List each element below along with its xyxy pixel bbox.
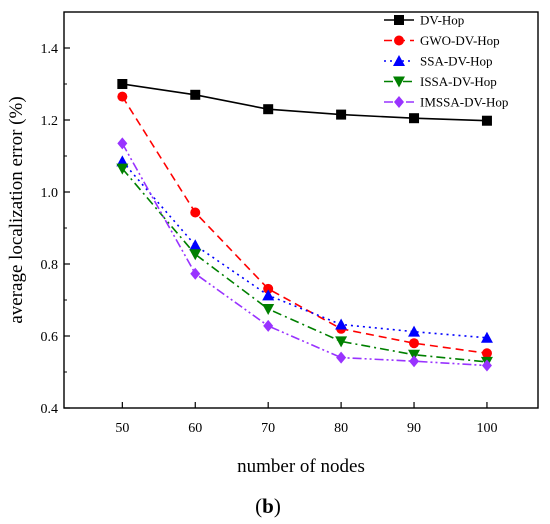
series-1-point-5 <box>481 348 492 359</box>
legend-marker-1 <box>394 35 404 46</box>
legend-marker-3 <box>393 76 405 88</box>
series-1-point-1 <box>190 207 201 218</box>
axis-layer: 50 60 70 80 90 100 0.4 0.6 0.8 1.0 1.2 1.4 <box>41 11 539 436</box>
plot-frame <box>63 11 539 409</box>
legend-label-3: ISSA-DV-Hop <box>420 74 497 89</box>
series-3-point-0 <box>116 163 129 175</box>
series-4-point-4 <box>409 355 420 368</box>
x-tick-label-3: 80 <box>334 421 348 436</box>
legend-item-4: IMSSA-DV-Hop <box>384 95 508 110</box>
series-4-point-3 <box>336 351 347 364</box>
legend-item-0: DV-Hop <box>384 13 464 28</box>
y-tick-label-0: 0.4 <box>41 402 59 417</box>
x-tick-label-0: 50 <box>115 421 129 436</box>
legend-label-0: DV-Hop <box>420 13 464 28</box>
series-1 <box>117 91 492 359</box>
x-tick-label-4: 90 <box>407 421 421 436</box>
series-line-2 <box>121 160 488 339</box>
series-1-point-2 <box>263 283 274 294</box>
series-2-point-5 <box>480 331 493 343</box>
series-2-point-4 <box>408 325 421 337</box>
series-3-point-3 <box>335 336 348 348</box>
y-tick-label-3: 1.0 <box>41 186 59 201</box>
series-0 <box>117 79 492 126</box>
legend-label-4: IMSSA-DV-Hop <box>420 95 508 110</box>
legend-marker-4 <box>394 96 404 108</box>
panel-label-close: ) <box>274 494 281 518</box>
series-3 <box>116 163 493 368</box>
series-1-point-0 <box>117 91 128 102</box>
series-4-point-2 <box>263 319 274 332</box>
series-0-point-2 <box>263 104 274 115</box>
legend-marker-2 <box>393 55 405 66</box>
series-0-point-5 <box>481 115 492 126</box>
y-axis-title: average localization error (%) <box>6 96 27 323</box>
legend-marker-0 <box>394 15 404 25</box>
series-3-point-2 <box>262 304 275 315</box>
series-4-point-0 <box>117 137 128 150</box>
series-4 <box>117 137 492 372</box>
x-tick-label-5: 100 <box>476 421 497 436</box>
series-line-3 <box>121 168 488 363</box>
legend-label-1: GWO-DV-Hop <box>420 33 500 48</box>
series-0-point-0 <box>117 79 128 89</box>
series-2-point-2 <box>262 289 275 301</box>
series-2-point-1 <box>189 239 202 251</box>
series-1-point-4 <box>409 338 420 349</box>
series-layer <box>116 79 493 372</box>
panel-label: (b) <box>255 494 281 518</box>
series-4-point-1 <box>190 267 201 280</box>
panel-label-open: ( <box>255 494 262 518</box>
series-2-point-3 <box>335 318 348 330</box>
series-line-0 <box>122 83 487 122</box>
series-4-point-5 <box>481 359 492 372</box>
x-tick-label-1: 60 <box>188 421 202 436</box>
series-line-4 <box>121 143 488 367</box>
y-tick-label-2: 0.8 <box>41 258 59 273</box>
series-0-point-4 <box>409 113 420 124</box>
series-2 <box>116 155 493 343</box>
x-tick-label-2: 70 <box>261 421 275 436</box>
legend-item-1: GWO-DV-Hop <box>384 33 500 48</box>
y-tick-label-4: 1.2 <box>41 114 59 129</box>
y-tick-label-1: 0.6 <box>41 330 59 345</box>
legend: DV-Hop GWO-DV-Hop SSA-DV-Hop ISSA-DV-Hop IMS… <box>384 13 508 110</box>
x-axis-title: number of nodes <box>237 456 365 477</box>
series-0-point-3 <box>336 109 347 120</box>
series-line-1 <box>121 96 488 355</box>
series-0-point-1 <box>190 89 201 100</box>
y-tick-label-5: 1.4 <box>41 42 59 57</box>
legend-item-3: ISSA-DV-Hop <box>384 74 497 89</box>
legend-item-2: SSA-DV-Hop <box>384 54 492 69</box>
series-3-point-1 <box>189 249 202 261</box>
legend-label-2: SSA-DV-Hop <box>420 54 492 69</box>
panel-label-letter: b <box>262 494 274 518</box>
